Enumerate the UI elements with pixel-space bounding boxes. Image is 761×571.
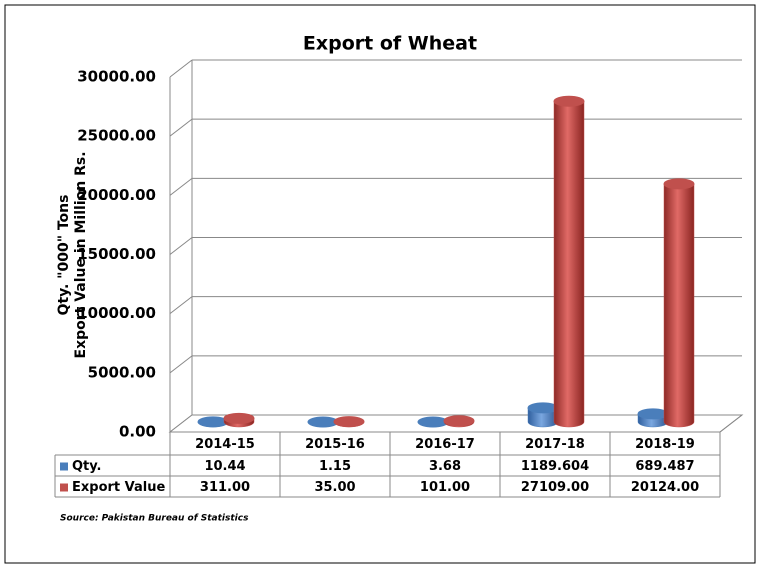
y-tick-label: 20000.00: [77, 186, 156, 204]
bar-top: [637, 408, 669, 420]
frame: [4, 4, 756, 564]
data-label: 101.00: [420, 480, 470, 495]
data-label: 1189.604: [521, 459, 589, 474]
grid-line: [169, 59, 193, 78]
y-tick-label: 5000.00: [88, 363, 156, 381]
x-tick-label: 2017-18: [525, 437, 585, 452]
y-axis-title-line: Qty. "000" Tons: [56, 195, 72, 316]
table-line: [719, 414, 743, 433]
data-label: 1.15: [319, 459, 351, 474]
bar-top: [223, 412, 255, 424]
data-label: 689.487: [635, 459, 694, 474]
legend-swatch: [60, 483, 68, 492]
legend-label: Qty.: [72, 459, 102, 474]
y-axis-title: Qty. "000" Tons Export Value in Million …: [56, 151, 89, 358]
grid-line: [169, 118, 193, 137]
data-label: 27109.00: [521, 480, 589, 495]
y-tick-label: 10000.00: [77, 304, 156, 322]
chart-title: Export of Wheat: [303, 33, 477, 55]
bar-top: [443, 415, 475, 427]
x-tick-label: 2018-19: [635, 437, 695, 452]
data-label: 20124.00: [631, 480, 699, 495]
bar-top: [553, 95, 585, 107]
legend-label: Export Value: [72, 480, 165, 495]
grid-line: [169, 296, 193, 315]
data-label: 35.00: [314, 480, 355, 495]
x-tick-label: 2015-16: [305, 437, 365, 452]
source-note: Source: Pakistan Bureau of Statistics: [60, 514, 249, 524]
legend-swatch: [60, 462, 68, 471]
data-label: 10.44: [204, 459, 245, 474]
y-axis-title-line: Export Value in Million Rs.: [73, 151, 89, 358]
bar: [663, 183, 695, 428]
bar-top: [417, 416, 449, 428]
data-label: 3.68: [429, 459, 461, 474]
bar-top: [663, 178, 695, 190]
y-tick-label: 25000.00: [77, 127, 156, 145]
bar-top: [197, 416, 229, 428]
grid-line: [169, 177, 193, 196]
bar: [553, 100, 585, 428]
bar-top: [333, 416, 365, 428]
grid-line: [169, 355, 193, 374]
x-tick-label: 2016-17: [415, 437, 475, 452]
y-tick-label: 30000.00: [77, 68, 156, 86]
x-tick-label: 2014-15: [195, 437, 255, 452]
bar-top: [307, 416, 339, 428]
bar-top: [527, 402, 559, 414]
grid-line: [169, 237, 193, 255]
y-tick-label: 0.00: [119, 423, 156, 441]
data-label: 311.00: [200, 480, 250, 495]
y-tick-label: 15000.00: [77, 245, 156, 263]
